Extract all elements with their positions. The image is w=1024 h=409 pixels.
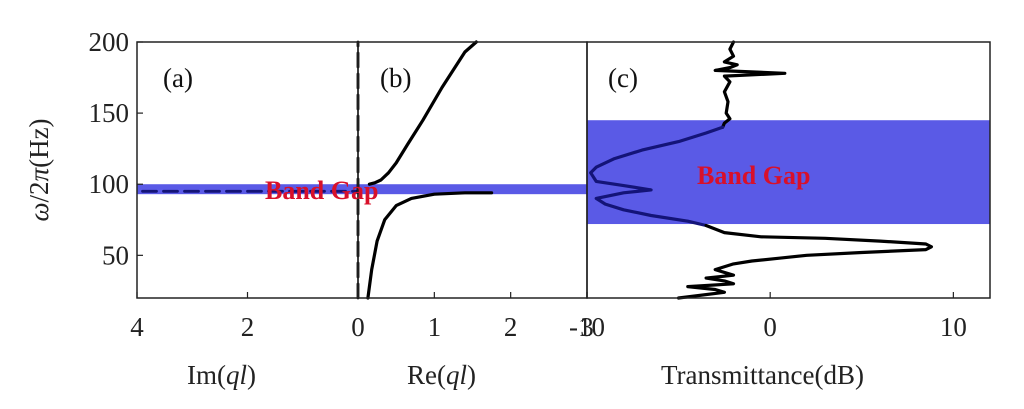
band-gap-label-c: Band Gap [697, 161, 810, 190]
x-axis-label-c: Transmittance(dB) [661, 360, 864, 390]
series-line-b-0 [367, 40, 478, 186]
band-gap-regions [137, 120, 990, 225]
band-gap-region-c [587, 120, 990, 225]
y-tick-label: 100 [89, 169, 130, 199]
x-tick-label-c: 0 [763, 312, 777, 342]
x-tick-label-b: 0 [351, 312, 365, 342]
y-tick-label: 150 [89, 98, 130, 128]
x-tick-label-b: 2 [504, 312, 518, 342]
y-axis: 50 100 150 200 [89, 27, 143, 270]
x-tick-label-b: 3 [580, 312, 594, 342]
x-tick-label-c: 10 [940, 312, 967, 342]
x-axis-label-a: Im(ql) [187, 360, 256, 390]
x-tick-label-a: 4 [130, 312, 144, 342]
band-gap-label-ab: Band Gap [265, 176, 378, 205]
x-axes: 4 2 0 1 2 3-10 0 10 [130, 292, 967, 342]
y-tick-label: 200 [89, 27, 130, 57]
band-gap-region-b [358, 184, 587, 195]
band-gap-region-a [137, 184, 358, 195]
panel-label-a: (a) [163, 63, 193, 93]
plot-frame-c [586, 41, 991, 299]
y-tick-label: 50 [102, 240, 129, 270]
series-line-c-1 [589, 125, 725, 228]
x-axis-label-b: Re(ql) [407, 360, 476, 390]
panel-label-c: (c) [608, 63, 638, 93]
x-tick-label-c: -10 [569, 312, 605, 342]
series-line-b-1 [366, 191, 494, 300]
y-axis-label-group: ω/2π(Hz) [24, 118, 54, 221]
panel-label-b: (b) [380, 63, 411, 93]
x-tick-label-b: 1 [428, 312, 442, 342]
x-tick-label-a: 2 [241, 312, 255, 342]
series-line-c-2 [676, 223, 934, 300]
series-line-c-0 [713, 40, 787, 129]
y-axis-label: ω/2π(Hz) [24, 118, 54, 221]
